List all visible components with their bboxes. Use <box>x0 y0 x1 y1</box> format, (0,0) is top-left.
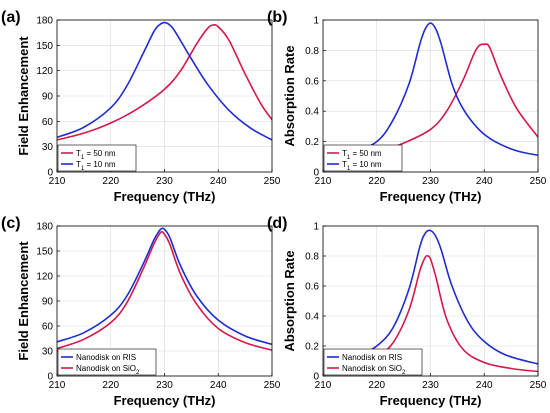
series-group <box>349 22 538 160</box>
y-tick-label: 0.6 <box>305 76 319 87</box>
legend <box>323 144 403 172</box>
x-tick-label: 230 <box>156 380 173 391</box>
x-tick-label: 230 <box>422 176 439 187</box>
series-line-1 <box>349 22 538 157</box>
x-tick-label: 240 <box>210 176 227 187</box>
x-tick-label: 240 <box>210 380 227 391</box>
y-tick-label: 90 <box>42 297 54 308</box>
panel-label: (a) <box>1 9 21 26</box>
x-tick-label: 210 <box>315 380 332 391</box>
y-tick-label: 150 <box>36 41 53 52</box>
y-tick-label: 90 <box>42 92 54 103</box>
y-tick-label: 0.4 <box>305 107 319 118</box>
y-tick-label: 0.4 <box>305 312 319 323</box>
legend-label: T1 = 10 nm <box>342 160 382 172</box>
series-line-1 <box>57 231 272 351</box>
legend <box>323 348 423 376</box>
series-line-1 <box>359 254 538 373</box>
x-tick-label: 240 <box>476 176 493 187</box>
y-tick-label: 0 <box>313 168 319 179</box>
x-axis-label: Frequency (THz) <box>114 393 216 408</box>
x-tick-label: 210 <box>49 176 66 187</box>
legend-label: Nanodisk on SiO2 <box>76 364 140 376</box>
legend-label: Nanodisk on RIS <box>76 353 136 362</box>
panel-d: 210 220 230 240 250 0 0.2 0.4 0.6 0.8 1 Frequency (… <box>267 215 547 408</box>
y-tick-label: 60 <box>42 117 54 128</box>
x-tick-label: 220 <box>368 380 385 391</box>
x-axis-label: Frequency (THz) <box>114 189 216 204</box>
series-line-0 <box>359 229 538 365</box>
series-group <box>57 227 272 351</box>
y-axis-label: Field Enhancement <box>16 241 31 361</box>
y-tick-label: 150 <box>36 247 53 258</box>
y-tick-label: 120 <box>36 272 53 283</box>
y-tick-label: 0.8 <box>305 46 319 57</box>
panel-c: 210 220 230 240 250 0 30 60 90 120 150 180 Frequency… <box>1 215 281 408</box>
y-tick-label: 0 <box>47 372 53 383</box>
y-tick-label: 0.8 <box>305 252 319 263</box>
panel-label: (c) <box>1 215 21 232</box>
y-tick-label: 0 <box>47 168 53 179</box>
x-tick-label: 250 <box>264 380 281 391</box>
x-axis-label: Frequency (THz) <box>380 393 482 408</box>
legend-label: Nanodisk on RIS <box>342 353 402 362</box>
x-tick-label: 220 <box>102 176 119 187</box>
x-tick-label: 250 <box>264 176 281 187</box>
x-tick-label: 220 <box>368 176 385 187</box>
series-line-1 <box>57 21 272 141</box>
x-tick-label: 230 <box>156 176 173 187</box>
y-tick-label: 60 <box>42 322 54 333</box>
series-line-0 <box>57 24 272 141</box>
y-tick-label: 0.2 <box>305 137 319 148</box>
series-line-0 <box>57 227 272 346</box>
legend-label: T1 = 10 nm <box>76 160 116 172</box>
panel-label: (d) <box>267 215 287 232</box>
y-axis-label: Absorption Rate <box>282 250 297 351</box>
x-tick-label: 230 <box>422 380 439 391</box>
y-tick-label: 30 <box>42 347 54 358</box>
legend-label: T1 = 50 nm <box>342 149 382 161</box>
x-tick-label: 210 <box>49 380 66 391</box>
x-tick-label: 240 <box>476 380 493 391</box>
y-tick-label: 0.2 <box>305 342 319 353</box>
x-tick-label: 220 <box>102 380 119 391</box>
x-tick-label: 210 <box>315 176 332 187</box>
y-tick-label: 1 <box>313 222 319 233</box>
series-line-0 <box>349 43 538 160</box>
x-axis-label: Frequency (THz) <box>380 189 482 204</box>
series-group <box>359 229 538 373</box>
legend-label: Nanodisk on SiO2 <box>342 364 406 376</box>
y-tick-label: 120 <box>36 66 53 77</box>
y-tick-label: 0 <box>313 372 319 383</box>
x-tick-label: 250 <box>530 176 547 187</box>
y-tick-label: 0.6 <box>305 282 319 293</box>
panel-b: 210 220 230 240 250 0 0.2 0.4 0.6 0.8 1 Frequency (… <box>267 9 547 204</box>
legend <box>57 144 137 172</box>
series-group <box>57 21 272 141</box>
y-tick-label: 180 <box>36 16 53 27</box>
y-axis-label: Absorption Rate <box>282 45 297 146</box>
y-tick-label: 180 <box>36 222 53 233</box>
y-tick-label: 30 <box>42 142 54 153</box>
legend <box>57 348 157 376</box>
legend-label: T1 = 50 nm <box>76 149 116 161</box>
panel-a: 210 220 230 240 250 0 30 60 90 120 150 180 Frequency… <box>1 9 281 204</box>
panel-label: (b) <box>267 9 287 26</box>
y-tick-label: 1 <box>313 16 319 27</box>
y-axis-label: Field Enhancement <box>16 36 31 156</box>
x-tick-label: 250 <box>530 380 547 391</box>
